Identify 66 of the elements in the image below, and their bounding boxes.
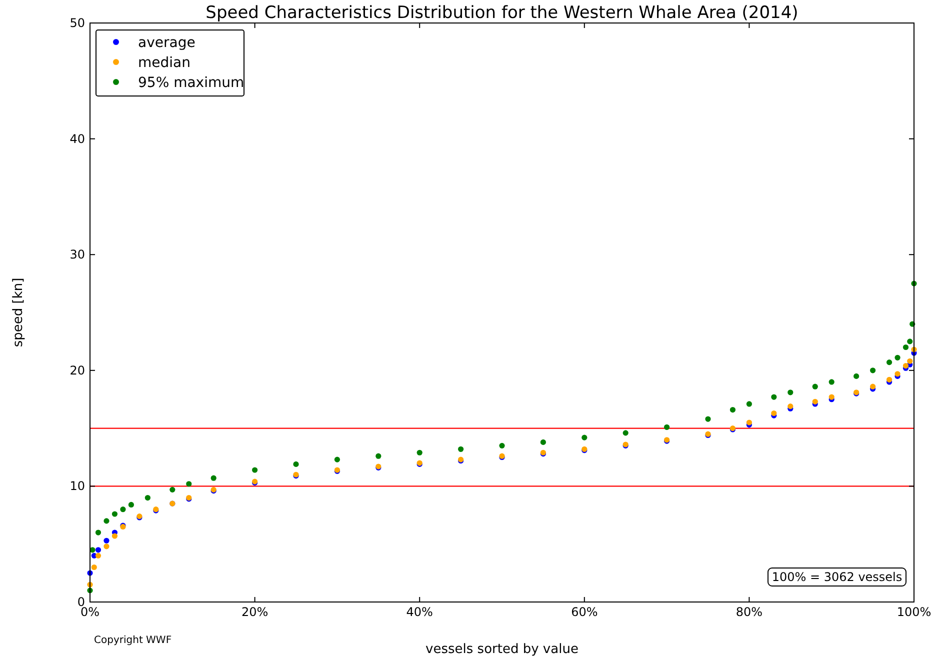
annotation: 100% = 3062 vessels (772, 570, 902, 584)
point (293, 461, 299, 467)
point (746, 420, 752, 426)
point (128, 502, 134, 508)
point (746, 401, 752, 407)
point (334, 456, 340, 462)
point (376, 453, 382, 459)
point (771, 410, 777, 416)
point (664, 424, 670, 430)
point (812, 384, 818, 390)
point (886, 376, 892, 382)
point (95, 552, 102, 558)
y-tick-label: 50 (70, 16, 85, 30)
x-tick-label: 80% (736, 605, 763, 619)
point (870, 368, 876, 374)
point (499, 442, 505, 448)
point (104, 544, 110, 550)
point (186, 481, 192, 487)
point (112, 511, 118, 517)
point (902, 344, 909, 350)
x-tick-label: 20% (241, 605, 268, 619)
point (886, 359, 892, 366)
point (788, 390, 794, 396)
legend-label: average (138, 35, 196, 51)
point (771, 394, 777, 400)
point (854, 373, 860, 379)
text: Copyright WWF (94, 635, 172, 646)
x-tick-label: 0% (80, 605, 100, 619)
point (907, 338, 913, 344)
point (144, 494, 150, 501)
point (112, 533, 118, 539)
point (730, 406, 736, 413)
point (540, 439, 546, 445)
point (828, 379, 834, 385)
point (95, 547, 102, 553)
point (812, 398, 818, 404)
point (95, 530, 102, 536)
x-tick-label: 40% (406, 605, 433, 619)
point (104, 538, 110, 544)
point (416, 450, 422, 456)
point (91, 564, 97, 570)
point (828, 394, 834, 400)
point (120, 506, 126, 512)
y-tick-label: 10 (70, 479, 85, 494)
point (705, 416, 711, 422)
y-tick-label: 20 (70, 363, 85, 378)
point (902, 362, 909, 369)
point (458, 446, 464, 452)
point (622, 430, 628, 436)
y-tick-label: 40 (70, 132, 85, 146)
legend-label: 95% maximum (138, 75, 244, 91)
chart-title: Speed Characteristics Distribution for the Western Whale Area (2014) (206, 3, 798, 23)
point (170, 486, 176, 492)
legend-label: median (138, 55, 190, 71)
x-tick-label: 100% (896, 605, 931, 619)
point (870, 384, 876, 390)
x-tick-label: 60% (571, 605, 598, 619)
y-axis-title: speed [kn] (11, 278, 26, 348)
point (894, 354, 900, 360)
x-axis-title: vessels sorted by value (426, 642, 578, 657)
point (582, 434, 588, 440)
point (907, 358, 913, 364)
y-tick-label: 30 (70, 248, 85, 262)
point (210, 475, 216, 481)
point (252, 467, 258, 473)
point (104, 518, 110, 524)
